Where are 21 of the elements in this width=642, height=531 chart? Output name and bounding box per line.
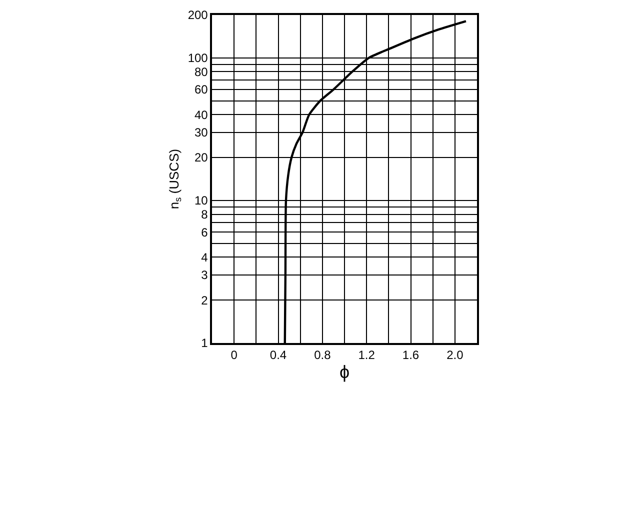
- y-tick-label: 60: [194, 82, 208, 97]
- y-tick-label: 80: [194, 64, 208, 79]
- x-tick-label: 1.2: [358, 348, 376, 362]
- x-tick-label: 0.8: [314, 348, 332, 362]
- x-axis-title: ϕ: [339, 362, 350, 382]
- y-tick-label: 200: [188, 8, 208, 22]
- y-tick-label: 4: [201, 250, 208, 264]
- x-tick-label: 2.0: [446, 348, 464, 362]
- y-tick-label: 20: [194, 150, 208, 165]
- y-tick-label: 40: [194, 108, 208, 122]
- y-tick-label: 6: [201, 225, 208, 240]
- y-tick-label: 2: [201, 293, 208, 308]
- y-tick-label: 1: [201, 336, 208, 350]
- y-tick-label: 30: [194, 126, 208, 140]
- x-tick-label: 0.4: [270, 348, 287, 362]
- y-tick-label: 8: [201, 207, 208, 222]
- x-tick-label: 1.6: [402, 348, 420, 362]
- y-tick-label: 10: [194, 194, 208, 208]
- y-tick-label: 3: [201, 268, 208, 282]
- x-tick-label: 0: [230, 348, 238, 362]
- y-tick-label: 100: [188, 51, 208, 66]
